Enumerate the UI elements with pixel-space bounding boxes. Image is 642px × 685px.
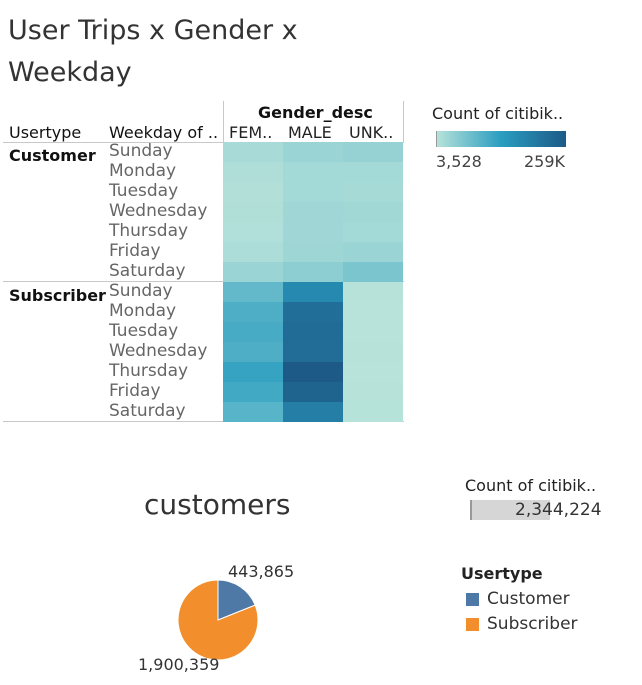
- heatmap-cell: [223, 322, 283, 342]
- pie-slice-customer: [217, 579, 256, 621]
- heatmap-cell: [343, 402, 403, 422]
- color-legend-edge: [436, 131, 437, 147]
- weekday-label: Tuesday: [109, 181, 179, 201]
- weekday-label: Friday: [109, 381, 161, 401]
- heatmap-cell: [223, 262, 283, 282]
- weekday-label: Monday: [109, 161, 177, 181]
- heatmap-cell: [283, 402, 343, 422]
- page-title: User Trips x Gender x Weekday: [8, 10, 298, 94]
- usertype-legend-title: Usertype: [461, 564, 543, 583]
- total-count-bar-edge: [470, 500, 472, 520]
- weekday-header: Weekday of ..: [109, 123, 219, 142]
- heatmap-cell: [283, 282, 343, 302]
- heatmap-cell: [223, 242, 283, 262]
- heatmap-cell: [283, 142, 343, 162]
- weekday-label: Tuesday: [109, 321, 179, 341]
- color-legend-gradient: [436, 131, 566, 147]
- color-legend-max: 259K: [524, 152, 566, 171]
- pie-label-subscriber: 1,900,359: [138, 655, 220, 674]
- weekday-label: Sunday: [109, 141, 173, 161]
- heatmap-cell: [343, 282, 403, 302]
- total-count-bar: [470, 500, 550, 520]
- total-count-value: 2,344,224: [515, 500, 602, 520]
- weekday-label: Saturday: [109, 401, 186, 421]
- column-header-male: MALE: [288, 123, 332, 142]
- row-group-customer: Customer: [9, 146, 96, 165]
- heatmap-cell: [283, 342, 343, 362]
- weekday-label: Wednesday: [109, 201, 208, 221]
- weekday-label: Wednesday: [109, 341, 208, 361]
- total-count-title: Count of citibik..: [465, 476, 597, 495]
- heatmap-cell: [343, 242, 403, 262]
- pie-slice-subscriber: [177, 579, 259, 661]
- pie-title: customers: [144, 488, 291, 521]
- heatmap-cell: [283, 262, 343, 282]
- heatmap-cell: [343, 142, 403, 162]
- group-divider: [3, 281, 404, 282]
- weekday-label: Saturday: [109, 261, 186, 281]
- heatmap-cell: [343, 362, 403, 382]
- heatmap-cell: [223, 202, 283, 222]
- heatmap-cell: [283, 302, 343, 322]
- pie-label-customer: 443,865: [228, 562, 295, 581]
- heatmap-cell: [283, 182, 343, 202]
- table-bottom-line: [3, 421, 404, 422]
- heatmap-cell: [283, 202, 343, 222]
- heatmap-cell: [343, 382, 403, 402]
- heatmap-cell: [343, 342, 403, 362]
- title-line-1: User Trips x Gender x: [8, 15, 298, 46]
- weekday-label: Sunday: [109, 281, 173, 301]
- title-line-2: Weekday: [8, 57, 132, 88]
- heatmap-cell: [343, 302, 403, 322]
- weekday-label: Friday: [109, 241, 161, 261]
- legend-label-customer: Customer: [487, 589, 570, 609]
- column-header-unknown: UNK..: [349, 123, 394, 142]
- usertype-header: Usertype: [9, 123, 82, 142]
- heatmap-cell: [223, 362, 283, 382]
- weekday-label: Monday: [109, 301, 177, 321]
- gender-group-label: Gender_desc: [258, 103, 373, 122]
- header-divider-right: [403, 101, 404, 142]
- heatmap-cell: [223, 162, 283, 182]
- heatmap-cell: [283, 362, 343, 382]
- weekday-label: Thursday: [109, 361, 189, 381]
- heatmap-cell: [283, 382, 343, 402]
- heatmap-cell: [283, 242, 343, 262]
- heatmap-cell: [223, 302, 283, 322]
- header-bottom-line: [3, 142, 404, 143]
- heatmap-cell: [223, 382, 283, 402]
- heatmap-cell: [343, 222, 403, 242]
- legend-swatch-subscriber: [466, 618, 479, 631]
- heatmap-cell: [343, 202, 403, 222]
- heatmap-cell: [283, 162, 343, 182]
- weekday-label: Thursday: [109, 221, 189, 241]
- heatmap-cell: [223, 342, 283, 362]
- column-header-female: FEM..: [229, 123, 273, 142]
- row-group-subscriber: Subscriber: [9, 286, 106, 305]
- heatmap-cell: [283, 322, 343, 342]
- heatmap-cell: [343, 182, 403, 202]
- heatmap-cell: [223, 142, 283, 162]
- heatmap-cell: [223, 402, 283, 422]
- heatmap-cell: [223, 182, 283, 202]
- color-legend-title: Count of citibik..: [432, 104, 564, 123]
- pie-chart: [177, 579, 259, 661]
- heatmap-cell: [283, 222, 343, 242]
- heatmap-cell: [343, 322, 403, 342]
- legend-swatch-customer: [466, 593, 479, 606]
- legend-label-subscriber: Subscriber: [487, 614, 578, 634]
- header-divider: [223, 101, 224, 142]
- heatmap-cell: [343, 262, 403, 282]
- color-legend-min: 3,528: [436, 152, 482, 171]
- heatmap-cell: [343, 162, 403, 182]
- heatmap-cell: [223, 282, 283, 302]
- heatmap-cell: [223, 222, 283, 242]
